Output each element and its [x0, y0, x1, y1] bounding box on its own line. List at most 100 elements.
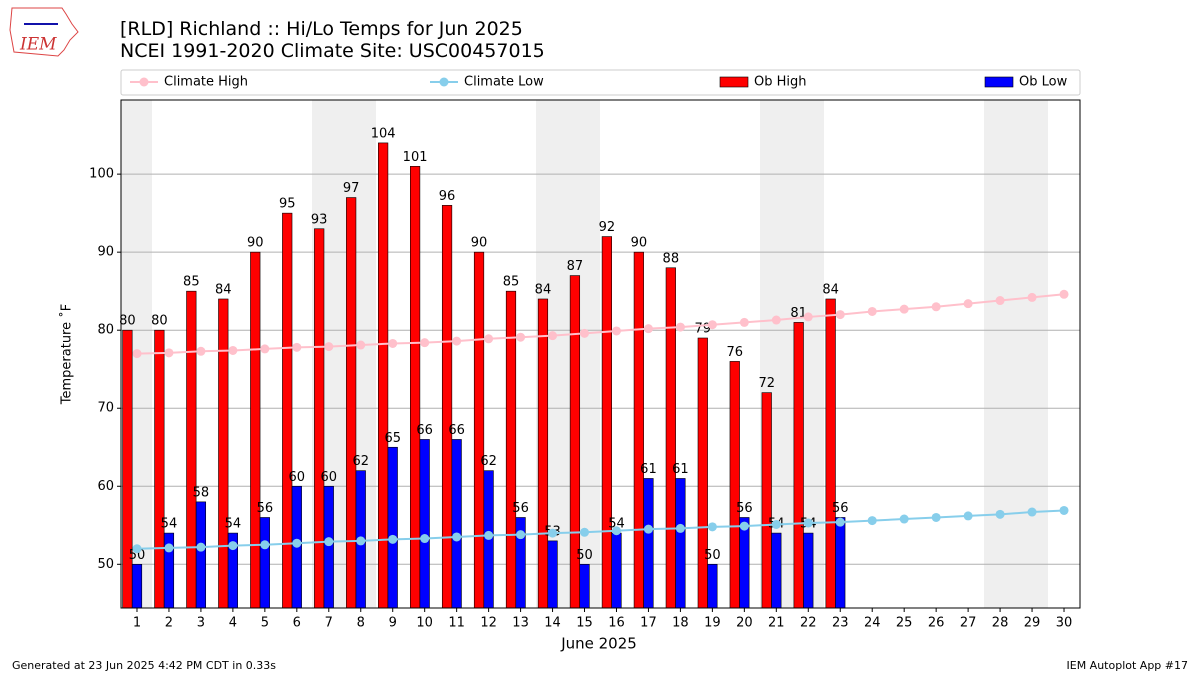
bar	[739, 517, 750, 609]
bar	[419, 439, 430, 609]
bar	[793, 322, 804, 609]
x-tick-label: 14	[544, 616, 561, 631]
bar	[579, 564, 590, 609]
point	[132, 349, 142, 359]
legend-label: Ob Low	[1019, 75, 1068, 90]
data-label: 80	[151, 314, 168, 329]
point	[995, 509, 1005, 519]
line	[136, 509, 1065, 550]
point	[675, 322, 685, 332]
x-tick-label: 6	[293, 616, 301, 631]
point	[292, 538, 302, 548]
y-tick-label: 90	[97, 245, 114, 260]
x-tick-label: 20	[736, 616, 753, 631]
point	[260, 540, 270, 550]
data-label: 85	[183, 275, 200, 290]
x-axis-label: June 2025	[560, 635, 637, 653]
chart-title: [RLD] Richland :: Hi/Lo Temps for Jun 20…	[120, 18, 523, 40]
point	[835, 517, 845, 527]
data-label: 96	[439, 189, 456, 204]
bar	[835, 517, 846, 609]
x-tick-label: 21	[768, 616, 785, 631]
data-label: 87	[567, 259, 584, 274]
x-tick-label: 7	[325, 616, 333, 631]
point	[164, 543, 174, 553]
bar	[378, 142, 389, 609]
point	[867, 516, 877, 526]
point	[899, 304, 909, 314]
point	[643, 524, 653, 534]
y-tick-label: 70	[97, 401, 114, 416]
bar	[633, 251, 644, 609]
bar	[409, 166, 421, 609]
bar	[323, 485, 334, 609]
point	[771, 520, 781, 530]
legend-swatch	[719, 76, 749, 88]
x-tick-label: 30	[1056, 616, 1073, 631]
x-tick-label: 9	[389, 616, 397, 631]
point	[516, 530, 526, 540]
data-label: 95	[279, 197, 296, 212]
data-label: 88	[663, 251, 680, 266]
bar	[675, 478, 686, 609]
data-label: 54	[608, 517, 625, 532]
x-tick-label: 1	[133, 616, 141, 631]
data-label: 58	[193, 485, 210, 500]
x-tick-label: 10	[416, 616, 433, 631]
point	[548, 528, 558, 538]
data-label: 66	[448, 423, 465, 438]
bar	[250, 251, 261, 609]
data-label: 56	[512, 501, 529, 516]
bar	[451, 439, 462, 609]
bar	[761, 392, 772, 609]
legend-label: Climate High	[164, 75, 248, 90]
data-label: 56	[832, 501, 849, 516]
data-label: 61	[672, 462, 689, 477]
x-tick-label: 28	[992, 616, 1009, 631]
y-tick-label: 100	[89, 167, 114, 182]
point	[548, 331, 558, 341]
point	[1027, 507, 1037, 517]
data-label: 50	[129, 548, 146, 563]
point	[420, 534, 430, 544]
point	[356, 536, 366, 546]
bar	[387, 446, 398, 609]
data-label: 56	[257, 501, 274, 516]
bar	[825, 298, 836, 609]
point	[995, 296, 1005, 306]
x-tick-label: 3	[197, 616, 205, 631]
data-label: 93	[311, 212, 328, 227]
point	[803, 312, 813, 322]
point	[739, 521, 749, 531]
bar	[441, 205, 453, 609]
x-tick-label: 12	[480, 616, 497, 631]
point	[963, 511, 973, 521]
data-label: 84	[215, 282, 232, 297]
data-label: 85	[503, 275, 520, 290]
data-label: 72	[758, 376, 775, 391]
data-label: 92	[599, 220, 616, 235]
x-tick-label: 25	[896, 616, 913, 631]
point	[484, 334, 494, 344]
bar	[665, 267, 676, 609]
point	[484, 530, 494, 540]
data-label: 50	[576, 548, 593, 563]
data-label: 90	[247, 236, 264, 251]
point	[707, 522, 717, 532]
bar	[154, 329, 165, 609]
legend-swatch	[439, 77, 449, 87]
data-label: 104	[371, 126, 396, 141]
bar	[611, 532, 622, 609]
x-tick-label: 11	[448, 616, 465, 631]
x-tick-label: 19	[704, 616, 721, 631]
bar	[218, 298, 229, 609]
logo-outline	[9, 7, 79, 57]
data-label: 66	[416, 423, 433, 438]
x-tick-label: 27	[960, 616, 977, 631]
bar	[547, 540, 558, 609]
bar	[771, 532, 782, 609]
point	[164, 348, 174, 358]
data-label: 76	[726, 345, 743, 360]
point	[611, 326, 621, 336]
